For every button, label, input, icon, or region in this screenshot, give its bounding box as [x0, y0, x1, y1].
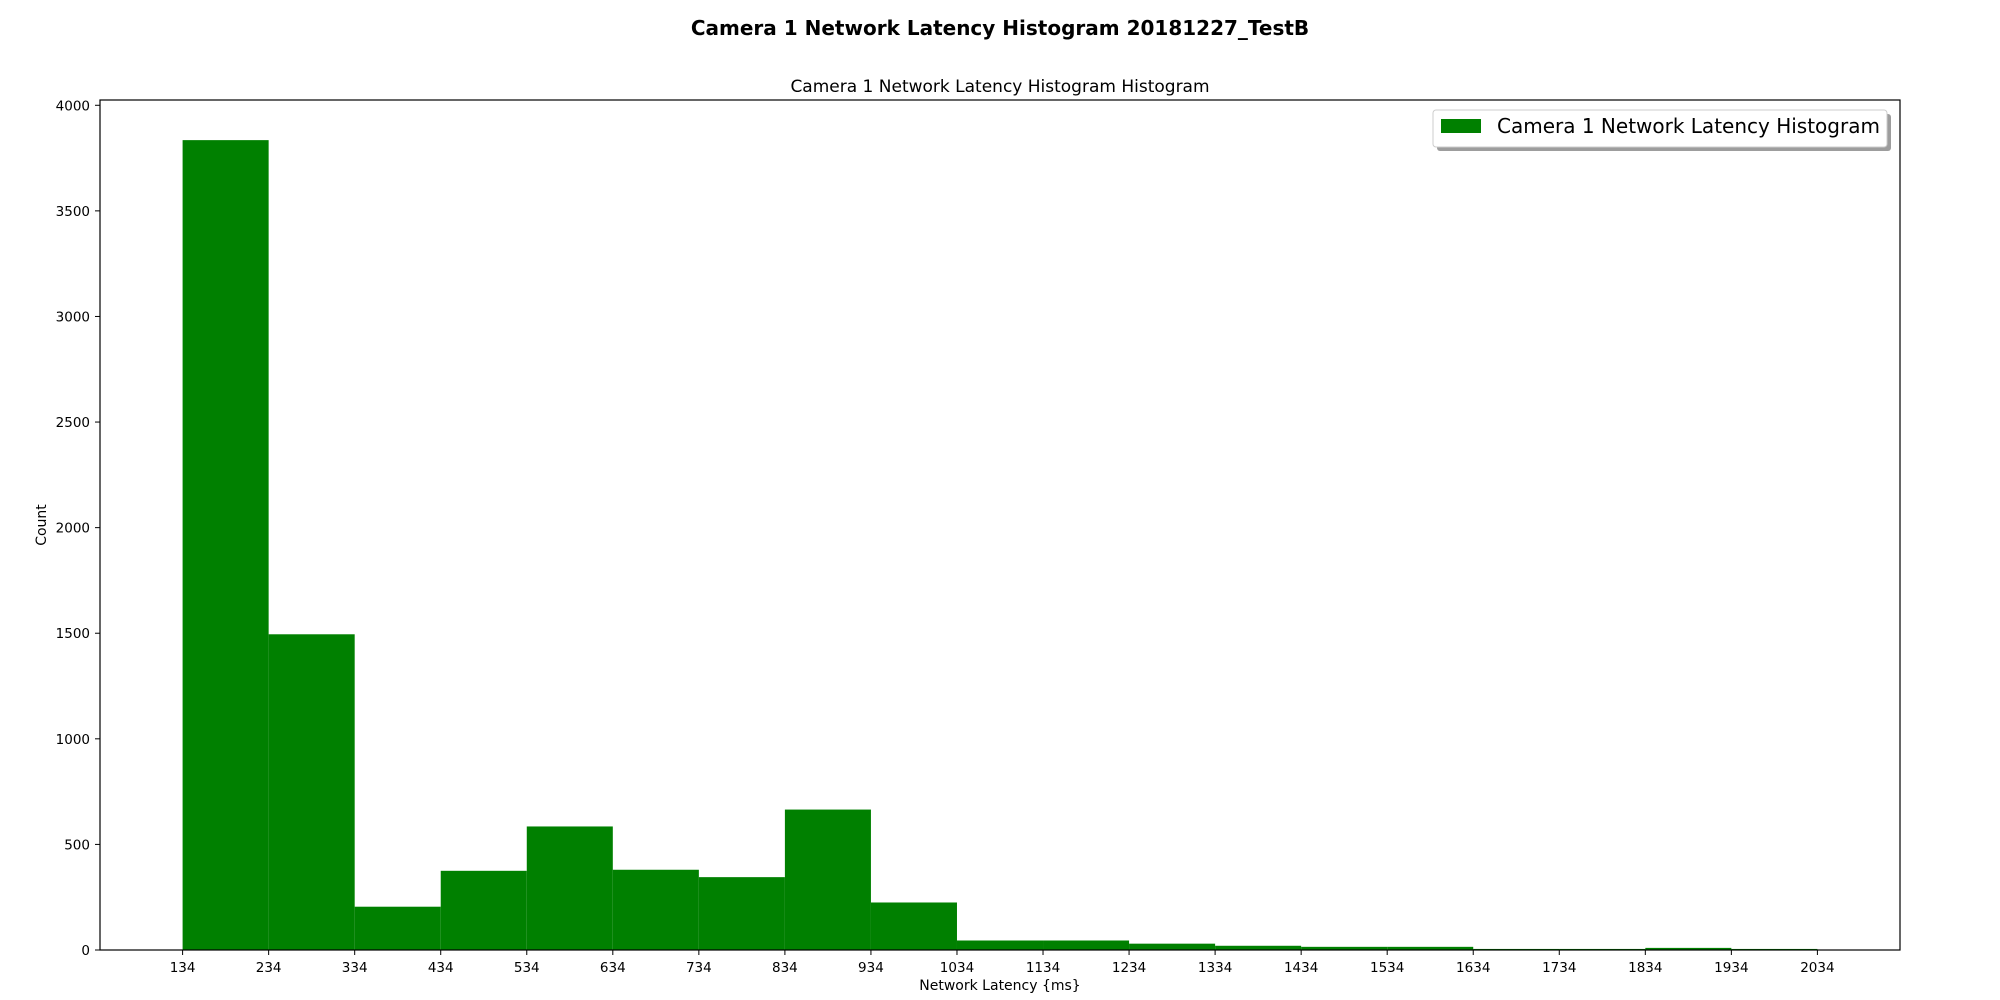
x-axis-ticks: 134 234 334 434 534 634 734 834 934 1034 1134 1234 1…	[170, 950, 1835, 976]
y-tick-label: 3000	[56, 309, 90, 325]
x-tick-label: 1234	[1112, 960, 1146, 976]
chart-suptitle: Camera 1 Network Latency Histogram 20181…	[691, 16, 1309, 40]
histogram-bar	[354, 906, 441, 950]
x-tick-label: 1934	[1714, 960, 1748, 976]
histogram-bar	[612, 869, 699, 950]
legend-swatch	[1441, 119, 1481, 133]
histogram-bar	[268, 634, 355, 950]
x-tick-label: 334	[342, 960, 368, 976]
x-tick-label: 134	[170, 960, 196, 976]
legend: Camera 1 Network Latency Histogram	[1432, 109, 1891, 151]
x-tick-label: 234	[256, 960, 282, 976]
histogram-bar	[1301, 946, 1388, 950]
x-tick-label: 1134	[1026, 960, 1060, 976]
bars-layer	[182, 140, 1818, 951]
y-tick-label: 2500	[56, 415, 90, 431]
plot-area-frame	[99, 99, 1901, 951]
chart-title: Camera 1 Network Latency Histogram Histo…	[790, 77, 1209, 97]
histogram-bar	[956, 940, 1044, 950]
histogram-bar	[784, 809, 871, 950]
legend-label: Camera 1 Network Latency Histogram	[1497, 114, 1880, 138]
x-tick-label: 1834	[1628, 960, 1662, 976]
histogram-bar	[1645, 947, 1732, 950]
x-tick-label: 1434	[1284, 960, 1318, 976]
histogram-bar	[1129, 943, 1216, 950]
x-tick-label: 934	[858, 960, 884, 976]
y-axis-ticks: 0 500 1000 1500 2000 2500 3000 3500 4000	[56, 98, 100, 959]
x-tick-label: 834	[772, 960, 798, 976]
x-tick-label: 734	[686, 960, 712, 976]
x-tick-label: 2034	[1800, 960, 1834, 976]
x-tick-label: 1634	[1456, 960, 1490, 976]
histogram-bar	[698, 877, 785, 950]
x-tick-label: 1334	[1198, 960, 1232, 976]
histogram-bar	[1387, 946, 1474, 950]
x-tick-label: 634	[600, 960, 626, 976]
y-tick-label: 4000	[56, 98, 90, 114]
y-tick-label: 0	[81, 943, 90, 959]
y-tick-label: 2000	[56, 521, 90, 537]
x-axis-label: Network Latency {ms}	[919, 978, 1080, 994]
x-tick-label: 1734	[1542, 960, 1576, 976]
histogram-bar	[1043, 940, 1130, 950]
histogram-bar	[182, 140, 269, 951]
y-tick-label: 3500	[56, 204, 90, 220]
histogram-bar	[526, 826, 613, 950]
x-tick-label: 434	[428, 960, 454, 976]
y-tick-label: 500	[64, 837, 90, 853]
x-tick-label: 1034	[940, 960, 974, 976]
y-axis-label: Count	[34, 504, 50, 546]
x-tick-label: 534	[514, 960, 540, 976]
y-tick-label: 1000	[56, 732, 90, 748]
legend-box	[1432, 109, 1888, 148]
x-tick-label: 1534	[1370, 960, 1404, 976]
y-tick-label: 1500	[56, 626, 90, 642]
histogram-bar	[440, 870, 527, 950]
histogram-bar	[1215, 945, 1302, 950]
histogram-bar	[870, 902, 957, 950]
